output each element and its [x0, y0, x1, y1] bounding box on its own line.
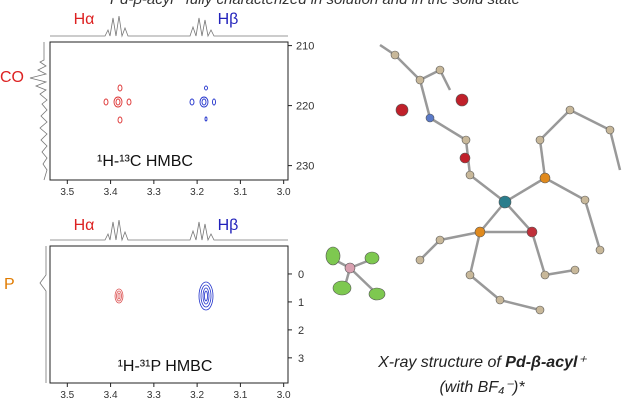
y-tick-label: 230	[296, 161, 314, 173]
y-tick-label: 2	[298, 325, 304, 337]
y-tick-label: 1	[298, 297, 304, 309]
caption-prefix: X-ray structure of	[377, 354, 505, 371]
h-beta-label: Hβ	[218, 11, 239, 28]
header-text: Pd-β-acyl⁺ fully characterized in soluti…	[110, 0, 520, 8]
caption-line2: (with BF₄⁻)*	[439, 379, 525, 396]
experiment-label: ¹H-³¹P HMBC	[118, 358, 213, 375]
x-tick-label: 3.2	[190, 390, 204, 401]
h-beta-label: Hβ	[218, 217, 239, 234]
caption-charge: ⁺	[577, 354, 587, 371]
x-tick-label: 3.2	[190, 187, 204, 198]
carbon-trace	[30, 42, 47, 180]
x-tick-label: 3.1	[233, 187, 247, 198]
figure: Pd-β-acyl⁺ fully characterized in soluti…	[0, 0, 631, 406]
phosphorus-trace	[40, 246, 46, 383]
y-tick-label: 210	[296, 41, 314, 53]
contours-blue	[190, 86, 216, 121]
x-tick-label: 3.0	[277, 390, 291, 401]
x-tick-label: 3.1	[233, 390, 247, 401]
contours-blue	[199, 282, 213, 310]
atoms	[326, 51, 614, 314]
contours-red	[104, 85, 131, 123]
x-tick-label: 3.4	[104, 187, 118, 198]
caption-compound: Pd-β-acyl	[505, 354, 578, 371]
y-tick-label: 3	[298, 353, 304, 365]
h-alpha-label: Hα	[74, 217, 95, 234]
y-tick-label: 0	[298, 269, 304, 281]
experiment-label: ¹H-¹³C HMBC	[97, 153, 193, 170]
x-tick-label: 3.4	[104, 390, 118, 401]
y-tick-label: 220	[296, 101, 314, 113]
nucleus-label: CO	[0, 69, 24, 86]
h-alpha-label: Hα	[74, 11, 95, 28]
x-tick-label: 3.3	[147, 390, 161, 401]
contours-red	[115, 289, 123, 303]
caption: X-ray structure of Pd-β-acyl⁺	[377, 354, 587, 371]
x-tick-label: 3.0	[277, 187, 291, 198]
x-tick-label: 3.5	[60, 187, 74, 198]
x-tick-label: 3.3	[147, 187, 161, 198]
x-tick-label: 3.5	[60, 390, 74, 401]
nucleus-label: P	[4, 276, 15, 293]
